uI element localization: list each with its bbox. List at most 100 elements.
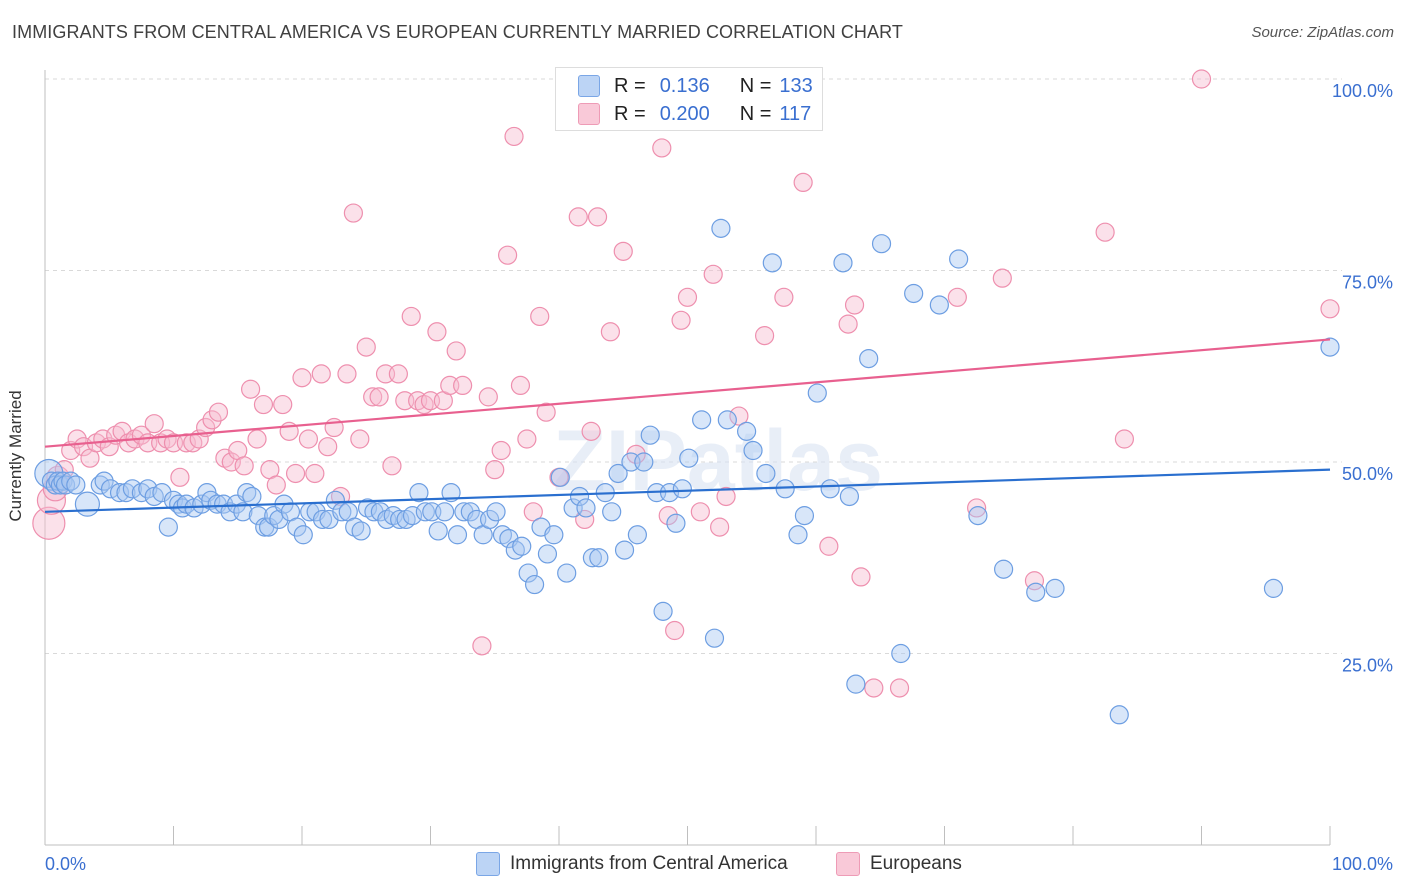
europeans-point	[234, 456, 254, 476]
europeans-point	[208, 402, 229, 422]
central-america-point	[1263, 578, 1284, 598]
tick-labels: 25.0% 50.0% 75.0% 100.0% 0.0% 100.0%	[45, 81, 1393, 874]
europeans-point	[498, 245, 518, 265]
central-america-point	[949, 249, 969, 269]
europeans-point	[819, 536, 839, 556]
central-america-point	[672, 479, 692, 499]
blue-legend-swatch	[476, 852, 500, 876]
legend-label: Immigrants from Central America	[510, 853, 788, 874]
europeans-point	[401, 306, 421, 327]
europeans-point	[568, 207, 588, 227]
central-america-point	[390, 509, 410, 530]
y-tick-label: 50.0%	[1342, 464, 1393, 484]
europeans-point	[221, 452, 241, 472]
central-america-point	[486, 502, 506, 522]
central-america-point	[569, 486, 590, 507]
central-america-point	[711, 218, 731, 238]
blue-swatch	[578, 75, 600, 97]
europeans-point	[851, 567, 871, 587]
central-america-point	[287, 517, 307, 537]
europeans-point	[774, 287, 794, 307]
europeans-point	[581, 421, 601, 441]
central-america-point	[293, 525, 313, 545]
europeans-point	[273, 394, 293, 415]
central-america-point	[460, 502, 480, 522]
europeans-point	[665, 620, 685, 641]
europeans-point	[247, 429, 267, 449]
europeans-point	[369, 387, 389, 407]
central-america-point	[66, 475, 86, 495]
europeans-point	[318, 437, 338, 457]
europeans-point	[992, 268, 1012, 288]
central-america-point	[512, 536, 532, 556]
central-america-point	[441, 483, 461, 503]
europeans-point	[356, 337, 376, 357]
central-america-point	[138, 479, 158, 499]
central-america-point	[109, 483, 130, 503]
central-america-point	[557, 563, 577, 583]
europeans-point	[652, 138, 672, 158]
europeans-point	[703, 264, 723, 284]
axes	[44, 70, 1331, 846]
central-america-point	[794, 506, 815, 526]
central-america-point	[871, 234, 892, 254]
europeans-point	[844, 295, 865, 315]
central-america-point	[402, 506, 423, 526]
chart-title: IMMIGRANTS FROM CENTRAL AMERICA VS EUROP…	[12, 22, 904, 42]
n-label: N =	[739, 74, 772, 97]
europeans-trend-line	[44, 338, 1331, 448]
central-america-point	[312, 509, 333, 530]
europeans-point	[517, 429, 537, 449]
pink-legend-swatch	[836, 852, 860, 876]
europeans-point	[671, 310, 691, 330]
r-value: 0.200	[659, 102, 710, 125]
europeans-point	[144, 414, 164, 434]
y-tick-label: 25.0%	[1342, 656, 1393, 676]
central-america-point	[258, 517, 279, 537]
europeans-point	[504, 126, 524, 147]
europeans-point	[453, 375, 473, 395]
central-america-point	[679, 448, 699, 468]
legend-item-central-america: Immigrants from Central America	[476, 851, 788, 877]
central-america-point	[589, 548, 609, 568]
central-america-point	[1026, 582, 1046, 602]
legend-label: Europeans	[870, 853, 962, 874]
europeans-point	[337, 364, 357, 384]
central-america-point	[608, 463, 628, 484]
central-america-point	[904, 283, 924, 304]
central-america-point	[269, 509, 289, 530]
central-america-point	[839, 486, 860, 507]
central-america-point	[435, 502, 455, 522]
central-america-point	[614, 540, 635, 560]
central-america-point	[90, 475, 110, 495]
central-america-point	[518, 563, 538, 583]
stats-row-pink: R = 0.200 N = 117	[578, 100, 811, 128]
europeans-point	[388, 364, 408, 384]
europeans-point	[427, 322, 447, 342]
r-value: 0.136	[659, 74, 710, 97]
europeans-point	[967, 498, 987, 518]
series-europeans	[32, 69, 1340, 698]
europeans-point	[716, 486, 736, 507]
europeans-point	[1320, 299, 1340, 319]
europeans-point	[793, 172, 813, 193]
central-america-point	[820, 479, 840, 499]
central-america-point	[627, 525, 647, 545]
europeans-point	[729, 406, 749, 426]
central-america-point	[704, 628, 725, 648]
central-america-trend-line	[44, 468, 1331, 513]
central-america-point	[762, 253, 782, 273]
europeans-point	[485, 460, 505, 480]
europeans-point	[536, 402, 556, 422]
central-america-point	[582, 548, 603, 568]
central-america-point	[415, 502, 435, 522]
europeans-point	[600, 322, 621, 342]
central-america-point	[1320, 337, 1340, 357]
central-america-point	[325, 490, 346, 510]
europeans-point	[690, 502, 710, 522]
n-value: 133	[779, 74, 813, 97]
central-america-point	[859, 348, 879, 369]
central-america-point	[233, 502, 253, 522]
europeans-point	[382, 456, 402, 476]
central-america-point	[929, 295, 949, 315]
